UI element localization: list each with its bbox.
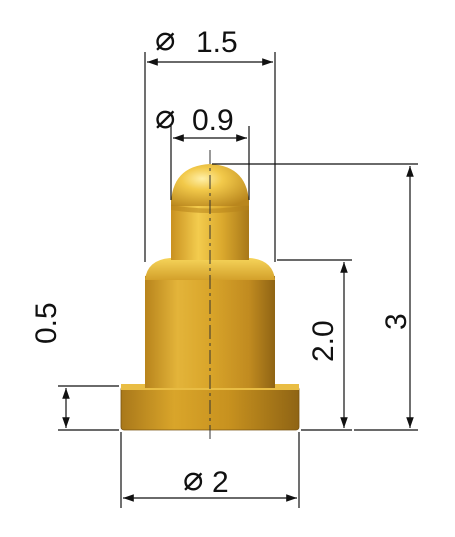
dia-plunger-symbol: ⌀ (155, 98, 175, 136)
flange-height-value: 0.5 (30, 302, 63, 344)
dim-total-height: 3 (212, 163, 418, 431)
dim-flange-diameter: ⌀ 2 (120, 432, 300, 508)
total-height-value: 3 (380, 313, 413, 330)
dim-barrel-diameter: ⌀ 1.5 (144, 20, 276, 262)
dim-flange-height: 0.5 (30, 302, 119, 431)
dim-plunger-diameter: ⌀ 0.9 (155, 98, 250, 200)
barrel-height-value: 2.0 (307, 320, 340, 362)
dia-plunger-value: 0.9 (192, 104, 234, 137)
dia-barrel-symbol: ⌀ (155, 20, 175, 58)
dim-barrel-height: 2.0 (277, 259, 352, 431)
dia-flange-value: 2 (212, 466, 229, 499)
dia-flange-symbol: ⌀ (183, 460, 203, 498)
dia-barrel-value: 1.5 (196, 26, 238, 59)
